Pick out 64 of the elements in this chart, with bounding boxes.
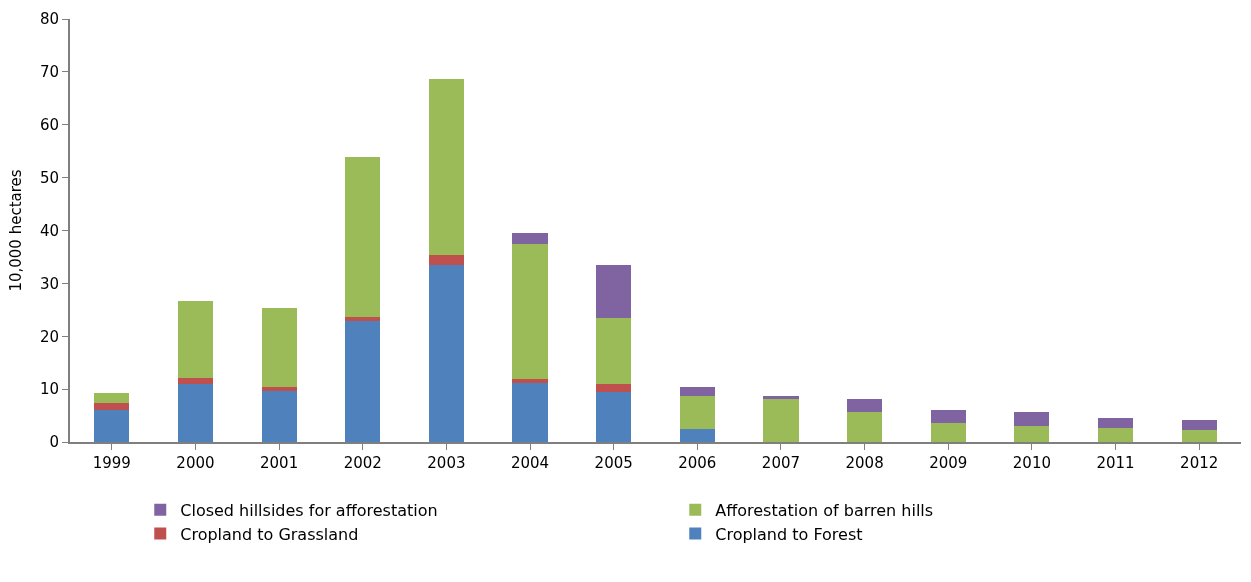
- y-tick-label: 80: [39, 10, 59, 29]
- bar: [679, 387, 715, 396]
- x-tick-label: 2004: [510, 454, 550, 472]
- bar: [1097, 427, 1134, 442]
- bar: [177, 301, 214, 379]
- x-tick-label: 2003: [427, 454, 466, 472]
- bar: [1014, 412, 1050, 426]
- bar: [428, 79, 464, 255]
- bar: [930, 423, 966, 442]
- bar: [428, 264, 464, 442]
- y-tick-label: 10: [39, 380, 59, 399]
- bar: [847, 398, 883, 413]
- bar: [930, 410, 966, 424]
- y-tick-label: 0: [49, 433, 59, 452]
- x-tick-label: 2007: [761, 454, 801, 472]
- bar: [1181, 430, 1217, 442]
- bar: [177, 383, 214, 442]
- x-tick-label: 2006: [678, 454, 717, 472]
- bar: [679, 428, 715, 442]
- x-tick-label: 1999: [92, 454, 131, 472]
- bar: [94, 403, 130, 410]
- bar: [512, 243, 548, 379]
- bar: [177, 378, 214, 384]
- bar: [1181, 419, 1217, 431]
- y-tick-label: 70: [39, 63, 59, 82]
- bar: [596, 384, 632, 392]
- bar: [261, 387, 297, 391]
- bar: [763, 398, 799, 442]
- x-tick-label: 2011: [1096, 454, 1135, 472]
- bar: [596, 317, 632, 385]
- y-axis-title: 10,000 hectares: [6, 169, 25, 292]
- bar: [94, 409, 130, 442]
- y-tick-label: 50: [39, 168, 59, 187]
- bar: [847, 412, 883, 442]
- bar: [345, 157, 381, 317]
- bar: [428, 254, 464, 265]
- bar: [1097, 418, 1134, 428]
- x-tick-label: 2012: [1180, 454, 1219, 472]
- x-tick-label: 2002: [343, 454, 382, 472]
- legend-label: Afforestation of barren hills: [715, 500, 934, 520]
- bar: [261, 390, 297, 442]
- y-tick-label: 20: [39, 327, 59, 346]
- bar: [763, 396, 799, 399]
- bar: [345, 321, 381, 442]
- x-tick-label: 2005: [594, 454, 633, 472]
- y-tick-label: 60: [39, 116, 59, 134]
- legend-label: Closed hillsides for afforestation: [180, 500, 438, 520]
- bar: [679, 396, 715, 429]
- legend-label: Cropland to Forest: [715, 524, 863, 544]
- x-tick-label: 2010: [1012, 454, 1051, 472]
- y-tick-label: 30: [39, 274, 59, 293]
- bar: [512, 383, 548, 442]
- bar: [261, 308, 297, 388]
- bar: [1014, 425, 1050, 442]
- bar: [512, 233, 548, 244]
- bar: [596, 391, 632, 442]
- y-tick-label: 40: [39, 221, 59, 240]
- x-tick-label: 2009: [929, 454, 968, 472]
- legend-label: Cropland to Grassland: [180, 524, 359, 544]
- bar: [94, 392, 130, 404]
- bar: [596, 264, 632, 318]
- x-tick-label: 2000: [176, 454, 215, 472]
- x-tick-label: 2001: [260, 454, 299, 472]
- x-tick-label: 2008: [845, 454, 884, 472]
